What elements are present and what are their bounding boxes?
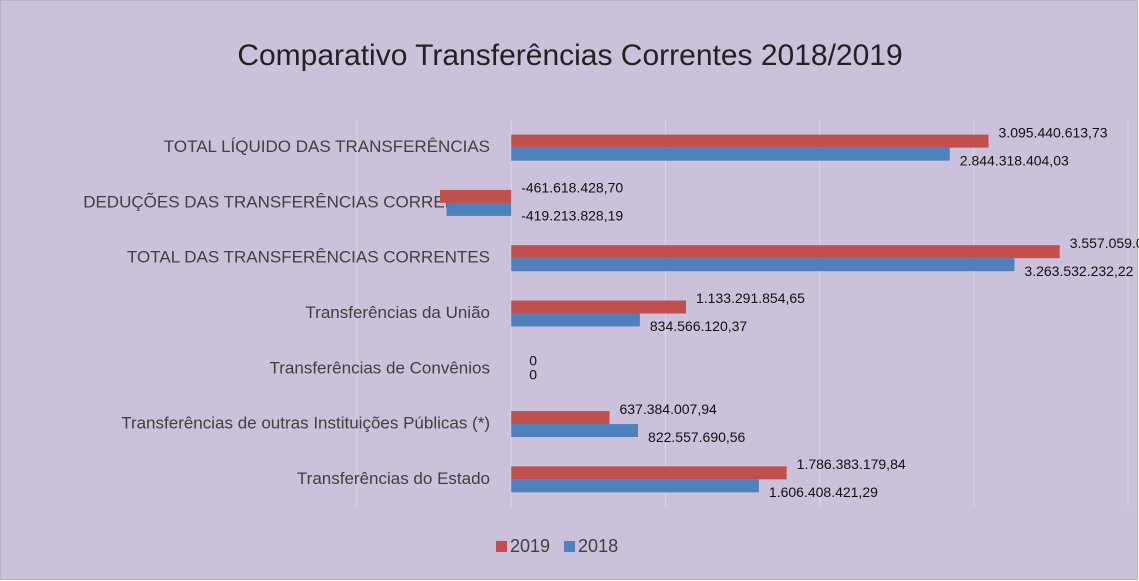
legend-swatch xyxy=(564,541,576,552)
bar xyxy=(511,424,639,438)
data-label: 3.095.440.613,73 xyxy=(999,124,1108,140)
data-label: 1.786.383.179,84 xyxy=(797,456,906,472)
bar xyxy=(511,466,787,480)
bar xyxy=(511,411,610,425)
data-label: 637.384.007,94 xyxy=(619,401,717,417)
data-label: 822.557.690,56 xyxy=(648,429,746,445)
y-tick-label: Transferências de Convênios xyxy=(270,358,491,377)
y-tick-label: Transferências da União xyxy=(305,303,490,322)
y-tick-label: Transferências do Estado xyxy=(297,469,490,488)
data-label: -461.618.428,70 xyxy=(521,180,623,196)
legend-label: 2018 xyxy=(578,536,618,556)
bar xyxy=(511,258,1015,272)
bar xyxy=(511,245,1060,259)
bar xyxy=(446,202,512,216)
data-label: 1.606.408.421,29 xyxy=(769,484,878,500)
bar xyxy=(511,300,686,314)
data-label: 834.566.120,37 xyxy=(650,318,748,334)
data-label: 0 xyxy=(529,352,537,368)
data-label: 2.844.318.404,03 xyxy=(960,152,1069,168)
legend-swatch xyxy=(496,541,507,552)
data-label: 3.557.059.042,43 xyxy=(1070,235,1139,251)
bar xyxy=(511,134,989,148)
data-label: -419.213.828,19 xyxy=(521,208,623,224)
y-tick-label: DEDUÇÕES DAS TRANSFERÊNCIAS CORRENTES xyxy=(83,192,490,211)
bar xyxy=(440,189,512,203)
y-tick-label: TOTAL DAS TRANSFERÊNCIAS CORRENTES xyxy=(127,248,490,267)
bar xyxy=(511,313,640,327)
data-label: 3.263.532.232,22 xyxy=(1024,263,1133,279)
data-label: 1.133.291.854,65 xyxy=(696,290,805,306)
y-tick-label: Transferências de outras Instituições Pú… xyxy=(121,414,490,433)
bar xyxy=(511,147,950,161)
legend-label: 2019 xyxy=(510,536,550,556)
data-label: 0 xyxy=(529,366,537,382)
y-tick-label: TOTAL LÍQUIDO DAS TRANSFERÊNCIAS xyxy=(164,137,490,156)
chart-title: Comparativo Transferências Correntes 201… xyxy=(237,39,902,72)
bar xyxy=(511,479,759,493)
